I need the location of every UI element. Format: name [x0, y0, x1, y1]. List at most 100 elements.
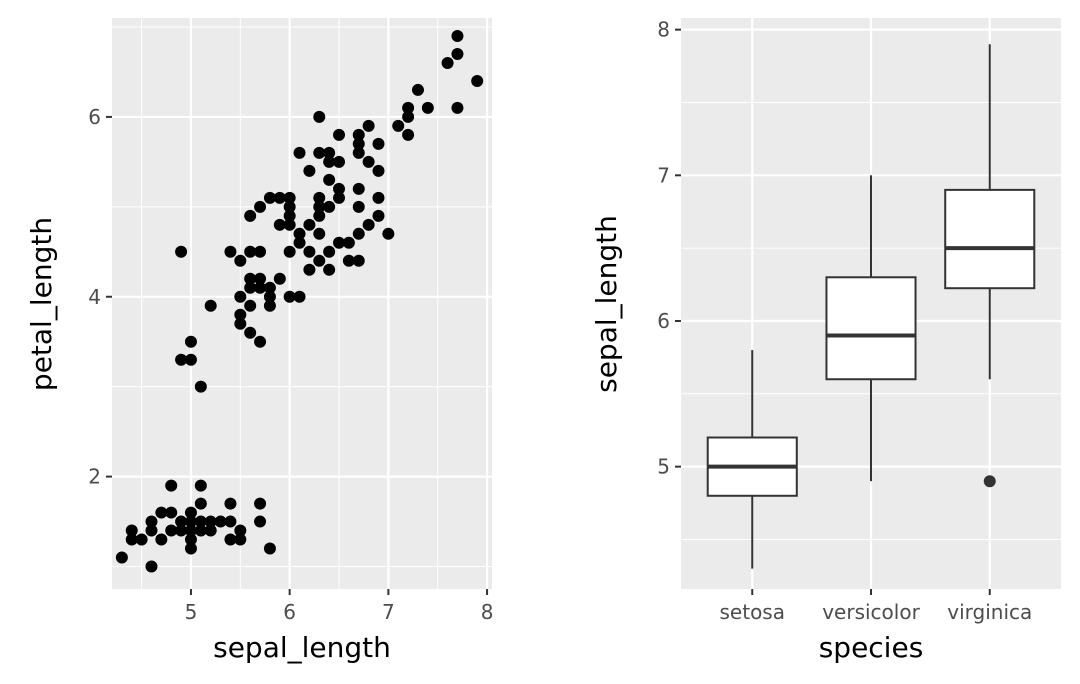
scatter-point	[184, 524, 197, 537]
scatter-point	[263, 542, 276, 555]
scatter-axis-ticks: 5 6 7 8 2 4 6	[88, 105, 493, 624]
scatter-point	[244, 299, 257, 312]
scatter-point	[293, 227, 306, 240]
scatter-point	[283, 209, 296, 222]
scatter-point	[184, 542, 197, 555]
scatter-point	[372, 137, 385, 150]
scatter-point	[244, 209, 257, 222]
scatter-point	[313, 146, 326, 159]
boxplot-category-label: virginica	[947, 600, 1032, 624]
scatter-point	[451, 101, 464, 114]
scatter-y-tick-label: 6	[88, 105, 101, 129]
boxplot-boxes	[706, 44, 1036, 569]
scatter-point	[352, 254, 365, 267]
scatter-point	[293, 146, 306, 159]
scatter-point	[313, 110, 326, 123]
scatter-point	[244, 281, 257, 294]
scatter-point	[263, 191, 276, 204]
scatter-point	[194, 380, 207, 393]
scatter-point	[283, 191, 296, 204]
scatter-point	[352, 227, 365, 240]
scatter-point	[352, 146, 365, 159]
scatter-panel: 5 6 7 8 2 4 6 sepal_length petal_length	[25, 18, 493, 664]
scatter-y-tick-label: 4	[88, 285, 101, 309]
scatter-point	[184, 353, 197, 366]
scatter-point	[441, 56, 454, 69]
scatter-point	[204, 515, 217, 528]
scatter-point	[175, 245, 188, 258]
scatter-point	[254, 272, 267, 285]
scatter-point	[333, 236, 346, 249]
scatter-point	[273, 272, 286, 285]
boxplot-panel: 5 6 7 8 setosa versicolor virginica species se…	[590, 18, 1061, 664]
scatter-point	[313, 191, 326, 204]
scatter-point	[313, 227, 326, 240]
scatter-point	[273, 218, 286, 231]
scatter-point	[214, 515, 227, 528]
scatter-point	[115, 551, 128, 564]
scatter-point	[135, 533, 148, 546]
scatter-point	[145, 524, 158, 537]
scatter-point	[234, 290, 247, 303]
boxplot-y-tick-label: 7	[657, 163, 670, 187]
box-virginica	[944, 44, 1036, 488]
boxplot-category-label: versicolor	[822, 600, 920, 624]
scatter-point	[352, 200, 365, 213]
scatter-point	[224, 533, 237, 546]
scatter-point	[402, 128, 415, 141]
scatter-point	[392, 119, 405, 132]
scatter-point	[204, 524, 217, 537]
boxplot-category-label: setosa	[720, 600, 785, 624]
scatter-point	[293, 290, 306, 303]
scatter-point	[244, 245, 257, 258]
scatter-point	[382, 227, 395, 240]
scatter-x-axis-title: sepal_length	[213, 631, 391, 664]
scatter-point	[155, 506, 168, 519]
scatter-point	[303, 263, 316, 276]
scatter-point	[342, 254, 355, 267]
scatter-point	[254, 335, 267, 348]
scatter-point	[244, 326, 257, 339]
scatter-point	[362, 218, 375, 231]
box-versicolor	[825, 175, 917, 482]
scatter-x-tick-label: 8	[481, 600, 494, 624]
scatter-point	[244, 272, 257, 285]
scatter-point	[333, 191, 346, 204]
box-iqr	[825, 276, 917, 381]
scatter-point	[194, 524, 207, 537]
boxplot-x-axis-title: species	[819, 631, 924, 664]
scatter-point	[342, 236, 355, 249]
scatter-point	[323, 200, 336, 213]
scatter-point	[254, 200, 267, 213]
scatter-point	[362, 119, 375, 132]
scatter-point	[234, 317, 247, 330]
scatter-point	[234, 308, 247, 321]
scatter-point	[175, 515, 188, 528]
scatter-point	[451, 47, 464, 60]
scatter-point	[352, 182, 365, 195]
boxplot-y-tick-label: 5	[657, 455, 670, 479]
scatter-point	[421, 101, 434, 114]
scatter-point	[254, 281, 267, 294]
scatter-point	[263, 290, 276, 303]
scatter-point	[323, 173, 336, 186]
boxplot-y-tick-label: 8	[657, 18, 670, 42]
scatter-point	[313, 254, 326, 267]
scatter-point	[411, 83, 424, 96]
scatter-point	[194, 497, 207, 510]
scatter-point	[184, 533, 197, 546]
scatter-point	[204, 299, 217, 312]
scatter-y-axis-title: petal_length	[25, 217, 58, 391]
scatter-point	[283, 290, 296, 303]
scatter-point	[372, 209, 385, 222]
scatter-point	[362, 155, 375, 168]
scatter-point	[372, 191, 385, 204]
scatter-point	[352, 137, 365, 150]
scatter-point	[125, 524, 138, 537]
boxplot-y-tick-label: 6	[657, 309, 670, 333]
scatter-point	[254, 245, 267, 258]
scatter-point	[165, 524, 178, 537]
scatter-point	[402, 110, 415, 123]
scatter-point	[184, 335, 197, 348]
